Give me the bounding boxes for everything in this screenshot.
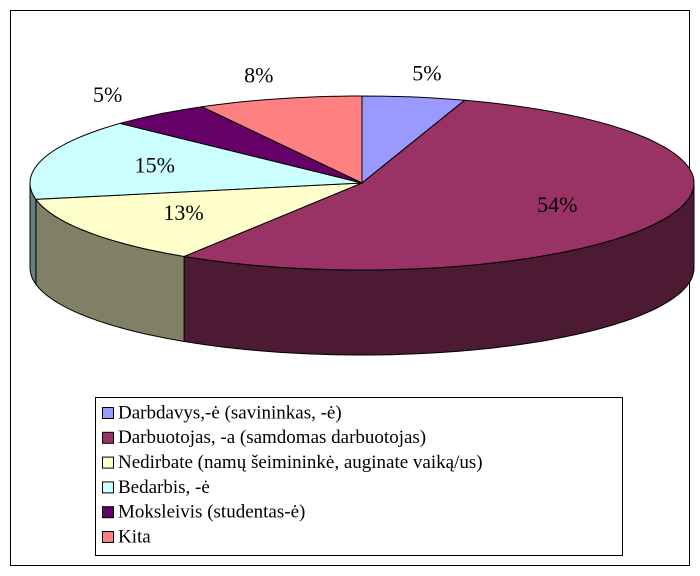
value-label: 5% bbox=[412, 61, 441, 86]
value-label: 13% bbox=[163, 200, 203, 225]
legend-label: Moksleivis (studentas-ė) bbox=[118, 502, 305, 523]
slice bbox=[361, 95, 466, 185]
slice bbox=[200, 95, 363, 184]
legend-swatch bbox=[102, 481, 114, 494]
legend: Darbdavys,-ė (savininkas, -ė) Darbuotojas… bbox=[102, 402, 483, 547]
slice bbox=[119, 106, 363, 184]
legend-swatch bbox=[102, 407, 114, 419]
slice bbox=[29, 122, 363, 200]
legend-swatch bbox=[102, 531, 114, 543]
legend-label: Kita bbox=[118, 526, 151, 547]
value-label: 8% bbox=[244, 63, 273, 88]
legend-swatch bbox=[102, 506, 114, 519]
legend-swatch bbox=[102, 431, 114, 444]
legend-swatch bbox=[102, 456, 114, 469]
legend-box bbox=[95, 397, 623, 556]
value-label: 15% bbox=[135, 152, 175, 177]
value-label: 5% bbox=[93, 82, 122, 107]
pie: 5% 54% 13% 15% 5% 8% bbox=[29, 61, 695, 356]
slice bbox=[182, 99, 695, 271]
value-label: 54% bbox=[537, 192, 577, 217]
legend-label: Nedirbate (namų šeimininkė, auginate vai… bbox=[118, 452, 483, 473]
legend-label: Darbdavys,-ė (savininkas, -ė) bbox=[118, 402, 342, 423]
slice bbox=[34, 182, 363, 258]
legend-label: Bedarbis, -ė bbox=[118, 477, 210, 498]
legend-label: Darbuotojas, -a (samdomas darbuotojas) bbox=[118, 427, 426, 448]
